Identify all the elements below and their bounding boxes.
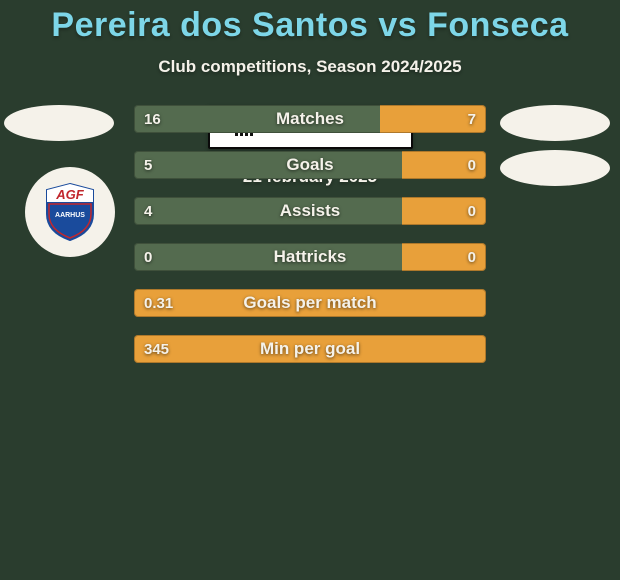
metric-row: 167Matches (134, 105, 486, 133)
metric-row: 50Goals (134, 151, 486, 179)
club-badge-left: AGF AARHUS (25, 167, 115, 257)
metric-row: 40Assists (134, 197, 486, 225)
metric-bar-left (134, 243, 402, 271)
metric-bar-left (134, 197, 402, 225)
badge-bottom-text: AARHUS (55, 212, 85, 219)
shield-icon: AGF AARHUS (43, 182, 97, 242)
metric-bar-left (134, 289, 486, 317)
metric-bar-left (134, 335, 486, 363)
metric-bar-right (380, 105, 486, 133)
metric-row: 0.31Goals per match (134, 289, 486, 317)
metric-bar-right (402, 151, 486, 179)
metric-bar-left (134, 151, 402, 179)
metric-bars-container: 167Matches 50Goals 40Assists 00Hattricks 0.3… (134, 105, 486, 381)
metric-row: 345Min per goal (134, 335, 486, 363)
metric-bar-right (402, 197, 486, 225)
player-right-oval-2 (500, 150, 610, 186)
badge-top-text: AGF (55, 187, 85, 202)
metric-bar-right (402, 243, 486, 271)
comparison-title: Pereira dos Santos vs Fonseca (0, 0, 620, 45)
player-right-oval-1 (500, 105, 610, 141)
comparison-subtitle: Club competitions, Season 2024/2025 (0, 57, 620, 77)
metric-row: 00Hattricks (134, 243, 486, 271)
player-left-oval-1 (4, 105, 114, 141)
metric-bar-left (134, 105, 380, 133)
